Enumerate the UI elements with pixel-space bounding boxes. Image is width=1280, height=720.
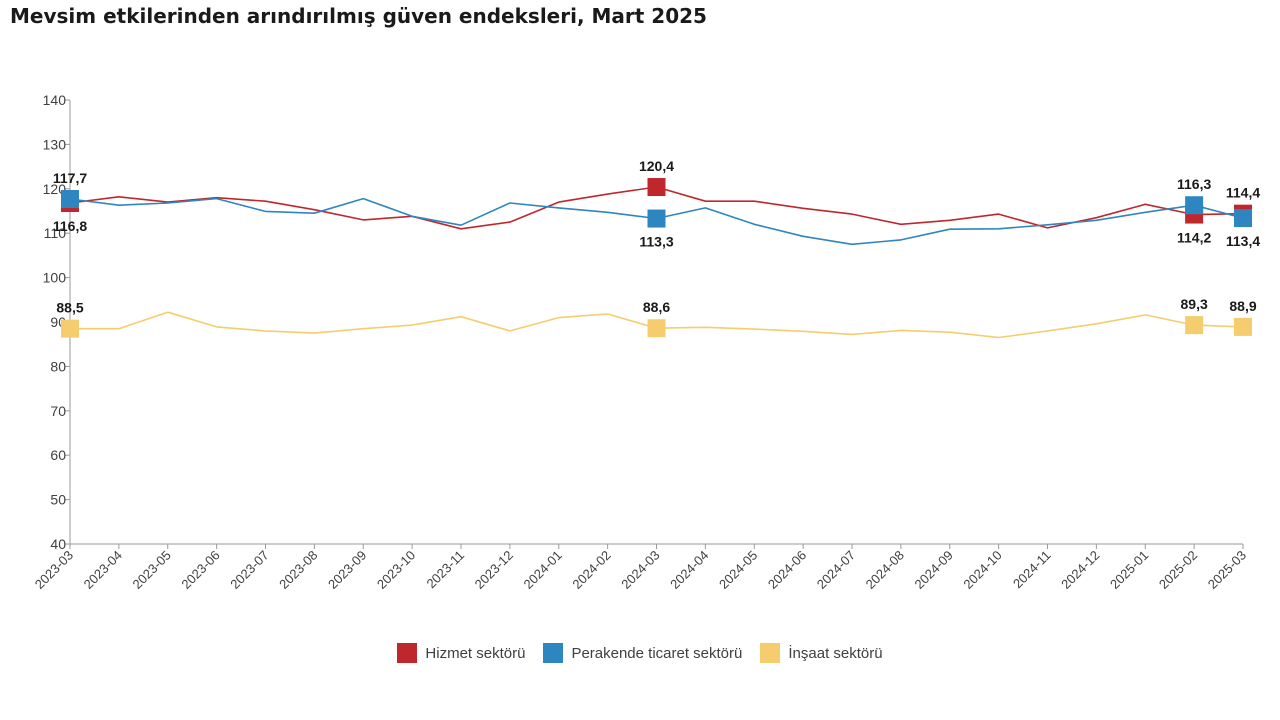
legend-item: İnşaat sektörü xyxy=(760,643,883,663)
data-labels: 116,8 120,4 114,2 114,4 117,7 113,3 116,3 113,4… xyxy=(53,158,1260,316)
legend-swatch xyxy=(543,643,564,663)
x-tick-label: 2024-01 xyxy=(521,548,565,592)
series-markers xyxy=(61,178,1252,338)
x-tick-label: 2023-04 xyxy=(81,548,125,592)
x-tick-label: 2024-05 xyxy=(716,548,760,592)
y-tick-label: 140 xyxy=(43,92,67,108)
x-tick-label: 2025-02 xyxy=(1156,548,1200,592)
legend-label: İnşaat sektörü xyxy=(788,644,883,662)
data-marker xyxy=(61,319,79,338)
x-tick-label: 2024-10 xyxy=(960,548,1004,592)
legend-swatch xyxy=(760,643,781,663)
legend-item: Hizmet sektörü xyxy=(397,643,525,663)
data-label: 113,4 xyxy=(1226,233,1260,249)
legend: Hizmet sektörü Perakende ticaret sektörü İ… xyxy=(0,643,1280,663)
data-label: 89,3 xyxy=(1181,296,1208,312)
y-tick-label: 60 xyxy=(50,447,66,463)
legend-item: Perakende ticaret sektörü xyxy=(543,643,742,663)
x-tick-label: 2023-07 xyxy=(227,548,271,592)
x-tick-label: 2024-09 xyxy=(912,548,956,592)
data-label: 88,6 xyxy=(643,299,670,315)
data-marker xyxy=(61,190,79,209)
x-tick-label: 2023-09 xyxy=(325,548,369,592)
y-tick-label: 100 xyxy=(43,270,67,286)
x-tick-label: 2023-06 xyxy=(178,548,222,592)
y-tick-label: 50 xyxy=(50,492,66,508)
legend-swatch xyxy=(397,643,418,663)
data-label: 116,8 xyxy=(53,218,87,234)
y-tick-label: 80 xyxy=(50,358,66,374)
data-label: 88,9 xyxy=(1229,298,1256,314)
x-tick-label: 2025-03 xyxy=(1205,548,1249,592)
x-tick-label: 2025-01 xyxy=(1107,548,1151,592)
data-label: 117,7 xyxy=(53,170,87,186)
data-label: 88,5 xyxy=(56,300,83,316)
legend-label: Hizmet sektörü xyxy=(425,644,526,662)
x-tick-label: 2024-02 xyxy=(569,548,613,592)
y-tick-label: 110 xyxy=(44,225,67,241)
data-marker xyxy=(1185,196,1204,215)
x-tick-label: 2024-04 xyxy=(667,548,711,592)
data-label: 113,3 xyxy=(639,234,673,250)
y-tick-label: 130 xyxy=(43,136,67,152)
chart-title: Mevsim etkilerinden arındırılmış güven e… xyxy=(10,4,707,28)
x-tick-label: 2024-11 xyxy=(1010,548,1054,592)
data-marker xyxy=(1234,209,1252,228)
data-label: 120,4 xyxy=(639,158,674,174)
x-tick-label: 2024-06 xyxy=(765,548,809,592)
x-tick-label: 2023-08 xyxy=(276,548,320,592)
x-tick-label: 2023-10 xyxy=(374,548,418,592)
data-label: 114,2 xyxy=(1177,230,1211,246)
y-tick-label: 40 xyxy=(50,536,66,552)
legend-label: Perakende ticaret sektörü xyxy=(571,644,743,662)
x-tick-label: 2023-11 xyxy=(423,548,467,592)
x-tick-label: 2024-12 xyxy=(1058,548,1102,592)
data-marker xyxy=(647,178,666,197)
x-tick-label: 2023-12 xyxy=(472,548,516,592)
x-tick-label: 2023-03 xyxy=(32,548,76,592)
data-marker xyxy=(1234,317,1252,336)
x-tick-label: 2024-08 xyxy=(863,548,907,592)
y-tick-label: 120 xyxy=(43,181,67,197)
data-label: 116,3 xyxy=(1177,176,1211,192)
data-marker xyxy=(1185,316,1204,335)
data-marker xyxy=(647,209,666,228)
data-marker xyxy=(647,319,666,338)
x-tick-label: 2024-07 xyxy=(814,548,858,592)
y-tick-label: 70 xyxy=(50,403,66,419)
data-label: 114,4 xyxy=(1226,185,1260,201)
x-tick-label: 2024-03 xyxy=(618,548,662,592)
x-tick-label: 2023-05 xyxy=(130,548,174,592)
